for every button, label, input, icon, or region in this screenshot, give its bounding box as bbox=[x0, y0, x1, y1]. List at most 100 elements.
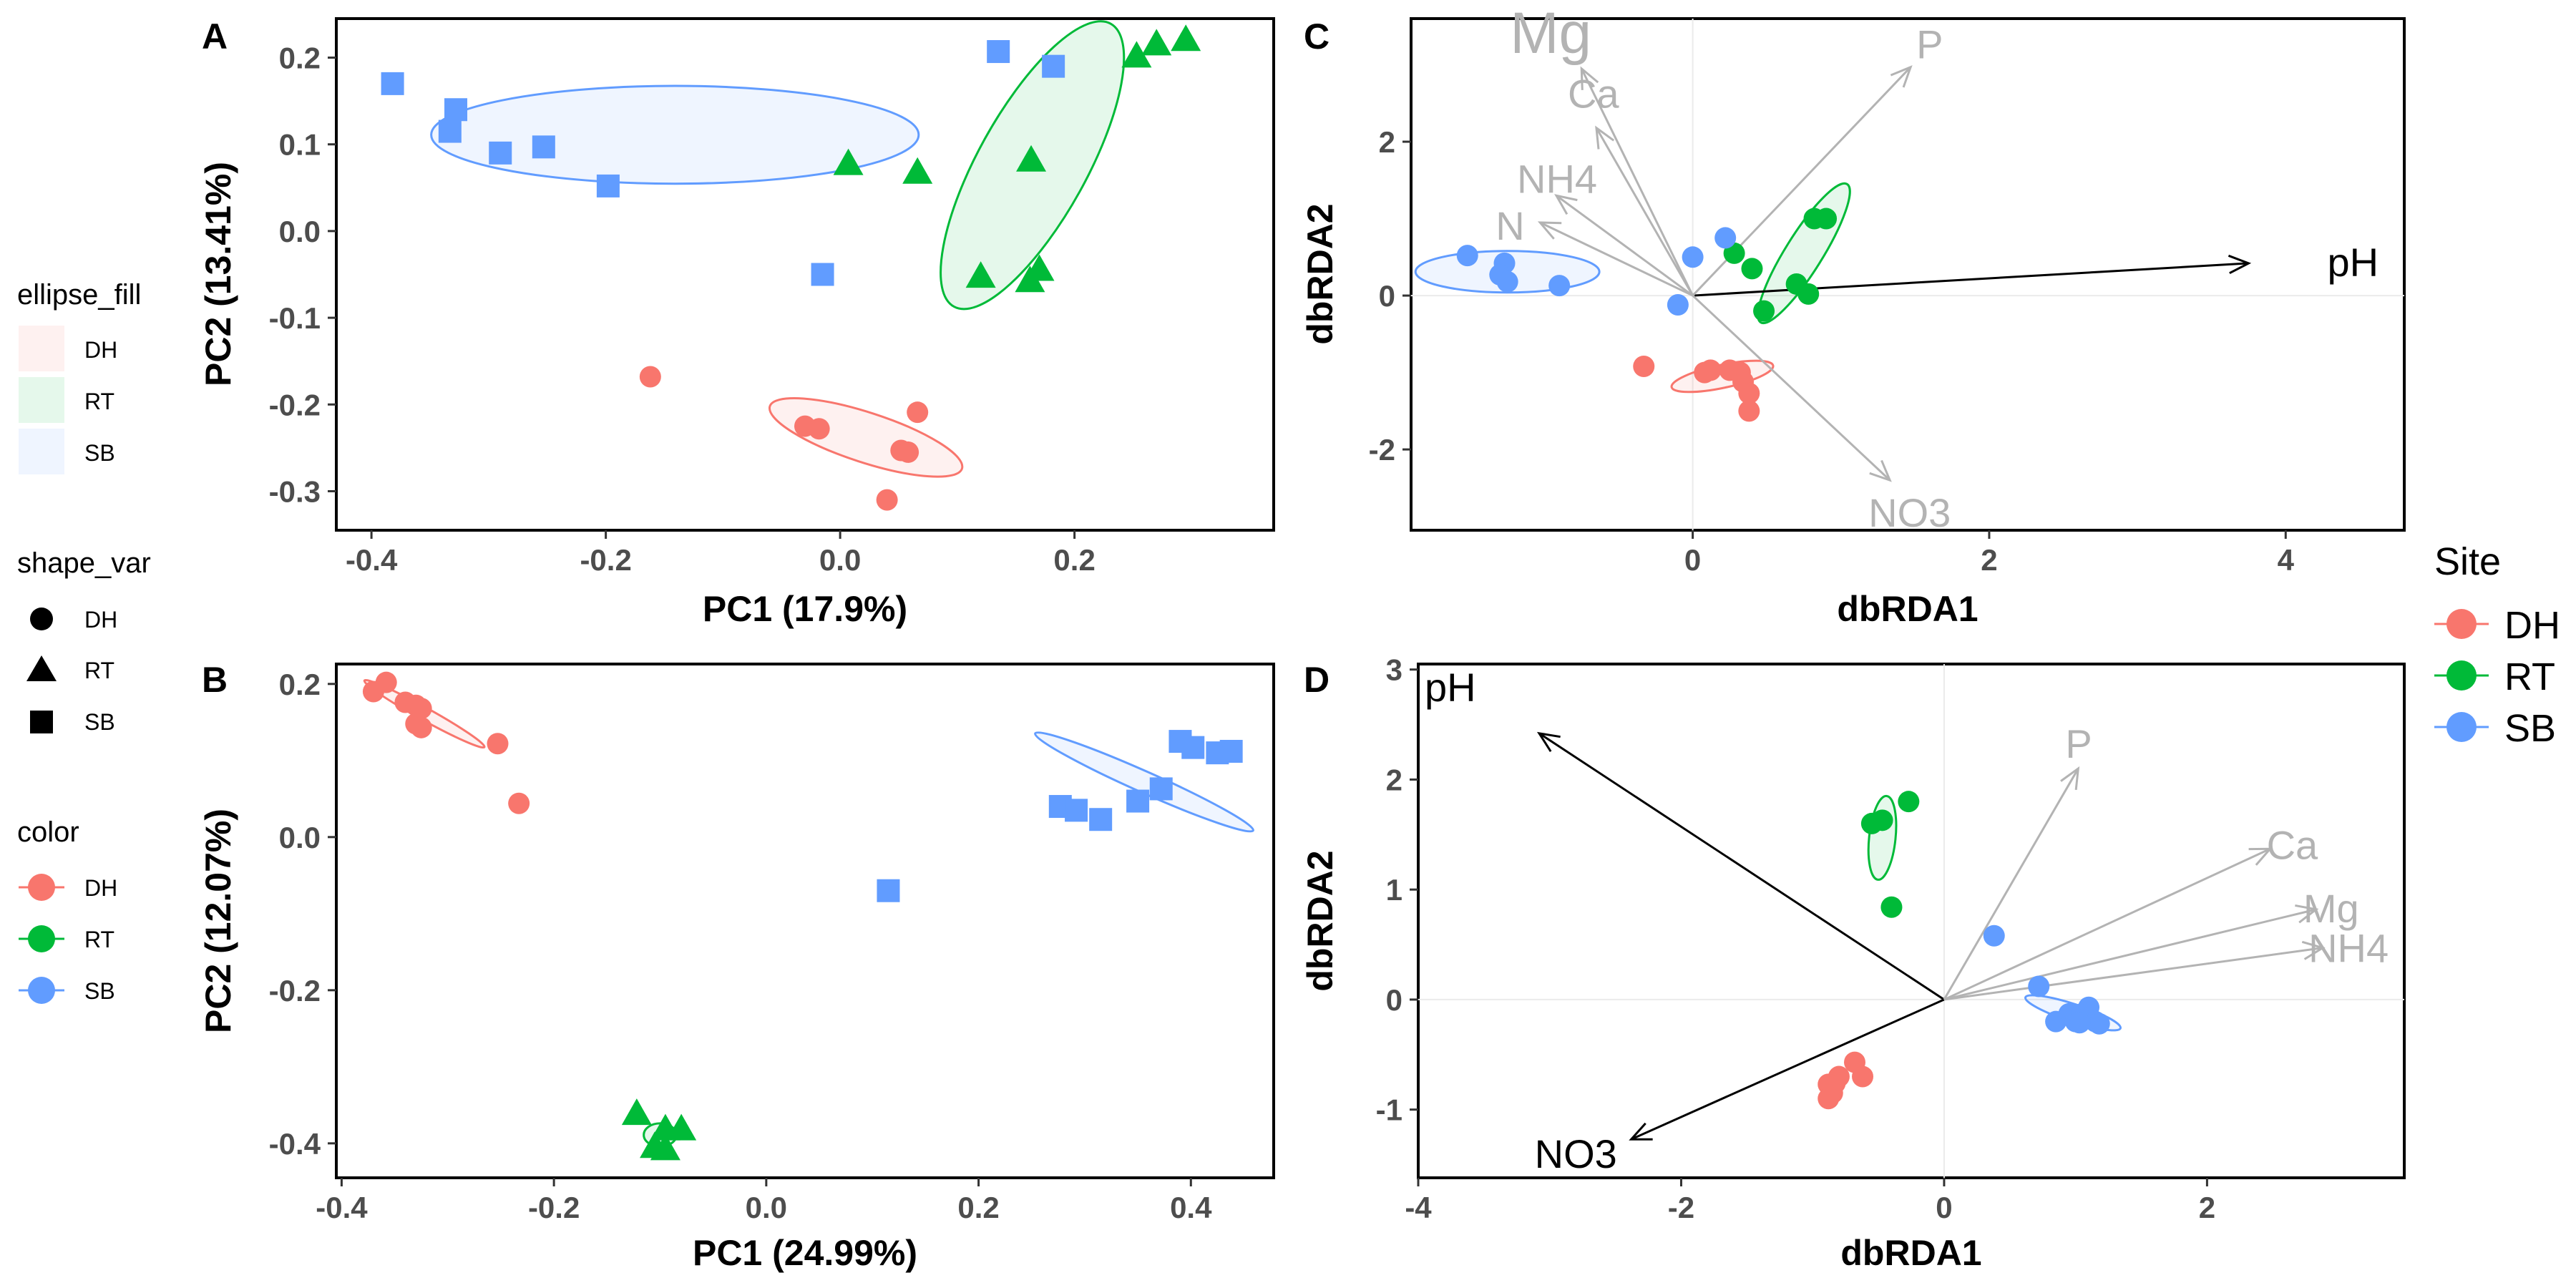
panel-b-point-sb-2 bbox=[1089, 808, 1113, 831]
panel-a-axes: -0.4 -0.2 0.0 0.2 -0.3 -0.2 -0.1 0.0 0.1 0.2 bbox=[269, 42, 1096, 577]
panel-d-vector-no3 bbox=[1631, 998, 1945, 1141]
panel-a-ytick-label-2: -0.1 bbox=[269, 301, 321, 335]
panel-b-point-sb-9 bbox=[877, 879, 900, 902]
panel-b-axes: -0.4 -0.2 0.0 0.2 0.4 -0.4 -0.2 0.0 0.2 bbox=[269, 668, 1212, 1224]
panel-d-frame bbox=[1417, 663, 2406, 1179]
panel-a-point-dh-4 bbox=[897, 441, 919, 463]
panel-a-point-sb-7 bbox=[987, 40, 1010, 64]
legend-color-sb: SB bbox=[19, 977, 115, 1004]
panel-c-frame bbox=[1410, 17, 2406, 532]
panel-d-point-dh-1 bbox=[1852, 1065, 1874, 1088]
panel-c-point-dh-0 bbox=[1633, 355, 1655, 377]
panel-b-point-dh-8 bbox=[508, 792, 530, 814]
panel-a-point-sb-4 bbox=[532, 135, 555, 159]
legend-shape-var-sb-key bbox=[30, 711, 53, 733]
panel-d-vector-label-ca: Ca bbox=[2267, 822, 2318, 867]
legend-ellipse-fill-sb-key bbox=[19, 429, 64, 474]
panel-b-ytick-label-2: 0.0 bbox=[279, 821, 321, 854]
panel-d-xtick-label-2: 0 bbox=[1936, 1191, 1952, 1224]
legend-ellipse-fill-rt-label: RT bbox=[84, 389, 114, 414]
panel-d-vector-label-mg: Mg bbox=[2303, 886, 2359, 931]
panel-a-point-sb-3 bbox=[489, 141, 512, 165]
panel-d-point-sb-8 bbox=[2088, 1013, 2110, 1035]
legend-color-rt: RT bbox=[19, 925, 114, 952]
panel-c-vector-label-nh4: NH4 bbox=[1517, 156, 1597, 201]
panel-a-point-rt-1 bbox=[902, 157, 933, 184]
panel-c-point-sb-4 bbox=[1548, 275, 1571, 297]
panel-d-vector-arrowhead-ph bbox=[1536, 731, 1561, 752]
legend-ellipse-fill-dh-label: DH bbox=[84, 337, 117, 363]
panel-c-point-sb-5 bbox=[1667, 293, 1689, 316]
panel-a: A -0.4 -0.2 0.0 0.2 -0.3 -0.2 -0.1 0.0 0.1 0.2 PC… bbox=[198, 16, 1275, 629]
legend-ellipse-fill-sb: SB bbox=[19, 429, 115, 474]
panel-d-vector-label-ph: pH bbox=[1425, 665, 1476, 710]
panel-c-vector-label-p: P bbox=[1916, 22, 1943, 67]
panel-c-vector-label-n: N bbox=[1496, 203, 1524, 248]
legend-shape-var-sb: SB bbox=[30, 709, 115, 735]
legend-ellipse-fill-rt-key bbox=[19, 377, 64, 423]
panel-a-point-dh-2 bbox=[808, 418, 830, 440]
panel-b: B -0.4 -0.2 0.0 0.2 0.4 -0.4 -0.2 0.0 0.2 PC1 (2… bbox=[198, 660, 1275, 1273]
panel-d-point-rt-2 bbox=[1898, 791, 1920, 813]
panel-c-xlabel: dbRDA1 bbox=[1837, 589, 1978, 629]
panel-d-point-sb-0 bbox=[1983, 924, 2005, 947]
legend-left: ellipse_fill DH RT SB shape_var DH RT SB… bbox=[17, 279, 151, 1004]
panel-c-vector-ca bbox=[1595, 127, 1694, 296]
panel-a-xtick-label-0: -0.4 bbox=[346, 543, 398, 577]
legend-color-sb-key bbox=[28, 977, 55, 1004]
panel-d-vector-arrowhead-ca bbox=[2248, 847, 2273, 866]
legend-color-dh-key bbox=[28, 874, 55, 901]
panel-a-ylabel: PC2 (13.41%) bbox=[198, 162, 238, 386]
panel-d-ytick-label-0: -1 bbox=[1376, 1093, 1402, 1127]
panel-c-point-sb-7 bbox=[1714, 227, 1737, 249]
panel-d-xlabel: dbRDA1 bbox=[1840, 1233, 1981, 1273]
panel-a-ytick-label-3: 0.0 bbox=[279, 215, 321, 248]
legend-color-dh-label: DH bbox=[84, 875, 117, 901]
legend-ellipse-fill-dh: DH bbox=[19, 326, 117, 371]
panel-c-vector-arrowhead-nh4 bbox=[1554, 194, 1578, 215]
panel-c-point-rt-1 bbox=[1741, 258, 1763, 280]
panel-a-tag: A bbox=[202, 16, 228, 57]
panel-c-point-sb-3 bbox=[1496, 270, 1518, 293]
panel-d-point-sb-9 bbox=[2069, 1012, 2091, 1034]
panel-b-ylabel: PC2 (12.07%) bbox=[198, 809, 238, 1033]
panel-a-xtick-label-1: -0.2 bbox=[580, 543, 631, 577]
panel-c-point-rt-4 bbox=[1797, 283, 1820, 305]
panel-c-xtick-label-2: 4 bbox=[2278, 543, 2295, 577]
panel-c-vector-arrowhead-p bbox=[1890, 65, 1913, 88]
panel-c-vector-arrowhead-ph bbox=[2228, 254, 2252, 275]
panel-a-plot bbox=[381, 20, 1201, 511]
panel-b-xlabel: PC1 (24.99%) bbox=[693, 1233, 917, 1273]
panel-c-ylabel: dbRDA2 bbox=[1300, 203, 1340, 344]
panel-d-vector-ca bbox=[1943, 847, 2271, 1001]
legend-shape-var-sb-label: SB bbox=[84, 709, 115, 735]
legend-ellipse-fill-dh-key bbox=[19, 326, 64, 371]
legend-site-rt-key bbox=[2446, 660, 2477, 691]
panel-a-ytick-label-0: -0.3 bbox=[269, 474, 321, 508]
legend-color-rt-label: RT bbox=[84, 927, 114, 952]
panel-a-point-dh-6 bbox=[876, 489, 898, 511]
legend-shape-var-dh-label: DH bbox=[84, 607, 117, 633]
panel-a-point-rt-2 bbox=[1016, 145, 1047, 172]
panel-d-vector-p bbox=[1943, 768, 2079, 1000]
panel-a-xtick-label-2: 0.0 bbox=[819, 543, 861, 577]
legend-shape-var-title: shape_var bbox=[17, 547, 151, 579]
panel-a-point-rt-3 bbox=[965, 261, 996, 288]
panel-a-point-rt-6 bbox=[1121, 41, 1152, 68]
legend-site-rt: RT bbox=[2434, 655, 2555, 698]
panel-a-point-rt-8 bbox=[1171, 24, 1201, 52]
panel-d-vector-label-no3: NO3 bbox=[1535, 1131, 1617, 1176]
panel-d-tag: D bbox=[1304, 660, 1330, 700]
legend-site-title: Site bbox=[2434, 540, 2501, 583]
panel-a-point-dh-5 bbox=[907, 401, 929, 424]
panel-a-point-sb-0 bbox=[381, 72, 404, 95]
panel-a-point-sb-2 bbox=[438, 119, 462, 143]
legend-site: Site DH RT SB bbox=[2434, 540, 2560, 750]
panel-c-tag: C bbox=[1304, 16, 1330, 57]
panel-c-point-dh-7 bbox=[1738, 400, 1760, 422]
panel-c-point-rt-6 bbox=[1815, 208, 1838, 230]
panel-a-xtick-label-3: 0.2 bbox=[1053, 543, 1095, 577]
